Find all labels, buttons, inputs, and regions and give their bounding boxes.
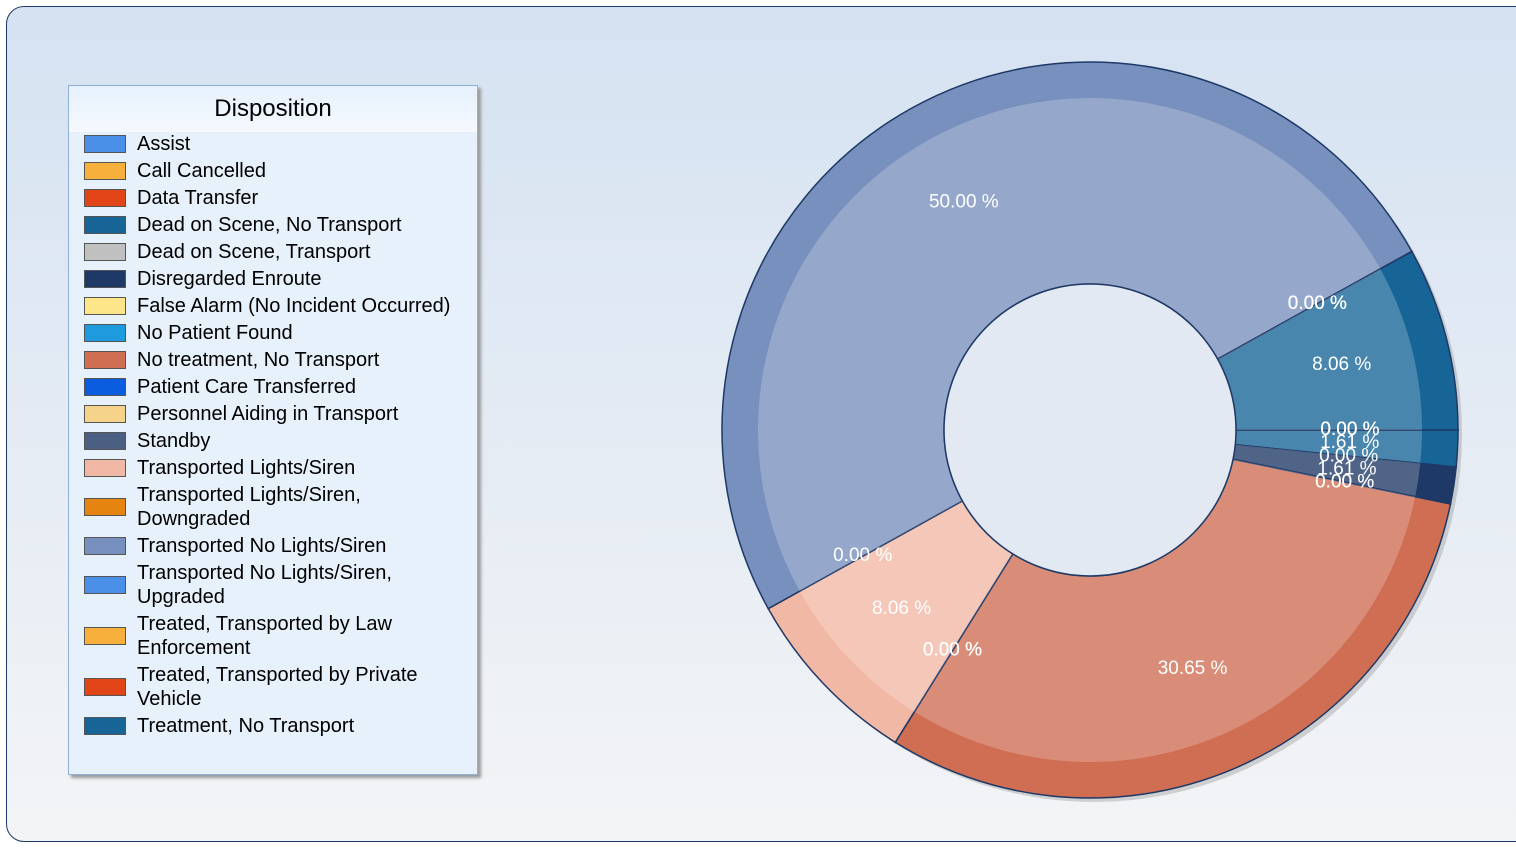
data-label: 1.61 % xyxy=(1317,458,1376,479)
legend-swatch xyxy=(84,297,126,315)
legend-swatch xyxy=(84,189,126,207)
legend-swatch xyxy=(84,405,126,423)
slice-inner-highlight xyxy=(758,98,1381,592)
legend-swatch xyxy=(84,432,126,450)
data-label: 50.00 % xyxy=(929,192,999,213)
legend-label: Transported No Lights/Siren xyxy=(137,535,387,557)
legend-item: No Patient Found xyxy=(84,321,477,345)
data-label: 1.61 % xyxy=(1320,432,1379,453)
donut-hole xyxy=(943,283,1237,577)
data-label: 0.00 % xyxy=(833,545,892,566)
legend-label: Transported Lights/Siren xyxy=(137,457,356,479)
legend-swatch xyxy=(84,270,126,288)
legend-label: Treated, Transported by Private Vehicle xyxy=(137,664,418,710)
slice-inner-highlight xyxy=(914,459,1416,762)
legend-label: Disregarded Enroute xyxy=(137,268,322,290)
legend-swatch xyxy=(84,243,126,261)
data-label: 0.00 % xyxy=(923,640,982,661)
legend-label: Call Cancelled xyxy=(137,160,266,182)
legend-swatch xyxy=(84,351,126,369)
legend-item: Assist xyxy=(84,132,477,156)
legend-swatch xyxy=(84,537,126,555)
legend-swatch xyxy=(84,717,126,735)
legend-label: Dead on Scene, Transport xyxy=(137,241,371,263)
slice-inner-highlight xyxy=(1217,268,1422,430)
legend-item: Dead on Scene, Transport xyxy=(84,240,477,264)
legend-label: Standby xyxy=(137,430,211,452)
legend-swatch xyxy=(84,459,126,477)
legend-item: Call Cancelled xyxy=(84,159,477,183)
data-label: 0.00 % xyxy=(1315,471,1374,492)
data-label: 0.00 % xyxy=(923,640,982,661)
data-label: 0.00 % xyxy=(923,640,982,661)
legend-item: False Alarm (No Incident Occurred) xyxy=(84,294,477,318)
legend-item: Disregarded Enroute xyxy=(84,267,477,291)
legend-label: No Patient Found xyxy=(137,322,293,344)
legend-swatch xyxy=(84,216,126,234)
slice-inner-highlight xyxy=(799,500,1013,712)
legend-swatch xyxy=(84,627,126,645)
data-label: 0.00 % xyxy=(1320,419,1379,440)
data-label: 30.65 % xyxy=(1158,658,1228,679)
legend-swatch xyxy=(84,135,126,153)
legend-item: Treatment, No Transport xyxy=(84,714,477,738)
legend-label: Treated, Transported by Law Enforcement xyxy=(137,613,392,659)
slice xyxy=(1216,250,1459,431)
legend-label: False Alarm (No Incident Occurred) xyxy=(137,295,451,317)
data-label: 8.06 % xyxy=(872,598,931,619)
legend-items: Assist Call Cancelled Data Transfer Dead on… xyxy=(69,132,477,738)
legend-item: Standby xyxy=(84,429,477,453)
slice xyxy=(894,458,1452,799)
data-label: 0.00 % xyxy=(1315,471,1374,492)
data-label: 0.00 % xyxy=(1319,445,1378,466)
legend-label: Data Transfer xyxy=(137,187,259,209)
legend-label: Transported No Lights/Siren, Upgraded xyxy=(137,562,392,608)
legend-label: No treatment, No Transport xyxy=(137,349,380,371)
legend-item: Patient Care Transferred xyxy=(84,375,477,399)
legend-title: Disposition xyxy=(69,86,477,132)
legend-label: Treatment, No Transport xyxy=(137,715,355,737)
data-label: 0.00 % xyxy=(1320,419,1379,440)
legend-swatch xyxy=(84,378,126,396)
legend-label: Transported Lights/Siren, Downgraded xyxy=(137,484,361,530)
legend-swatch xyxy=(84,162,126,180)
data-label: 0.00 % xyxy=(1288,293,1347,314)
data-label: 0.00 % xyxy=(1288,293,1347,314)
slice-inner-highlight xyxy=(1233,444,1421,497)
legend-item: Transported No Lights/Siren, Upgraded xyxy=(84,561,477,609)
legend-item: Treated, Transported by Law Enforcement xyxy=(84,612,477,660)
legend-swatch xyxy=(84,576,126,594)
legend-label: Dead on Scene, No Transport xyxy=(137,214,402,236)
legend-item: Transported Lights/Siren xyxy=(84,456,477,480)
legend-item: Transported No Lights/Siren xyxy=(84,534,477,558)
legend-label: Personnel Aiding in Transport xyxy=(137,403,399,425)
legend-label: Assist xyxy=(137,133,191,155)
legend-item: Transported Lights/Siren, Downgraded xyxy=(84,483,477,531)
legend-item: Data Transfer xyxy=(84,186,477,210)
legend-swatch xyxy=(84,678,126,696)
data-label: 0.00 % xyxy=(1288,293,1347,314)
legend-label: Patient Care Transferred xyxy=(137,376,356,398)
legend-swatch xyxy=(84,324,126,342)
legend: Disposition Assist Call Cancelled Data Tra… xyxy=(68,85,478,775)
legend-item: Dead on Scene, No Transport xyxy=(84,213,477,237)
legend-item: Personnel Aiding in Transport xyxy=(84,402,477,426)
slice-inner-highlight xyxy=(1235,430,1422,464)
data-label: 8.06 % xyxy=(1312,354,1371,375)
legend-swatch xyxy=(84,498,126,516)
legend-item: No treatment, No Transport xyxy=(84,348,477,372)
data-label: 0.00 % xyxy=(1320,419,1379,440)
legend-item: Treated, Transported by Private Vehicle xyxy=(84,663,477,711)
